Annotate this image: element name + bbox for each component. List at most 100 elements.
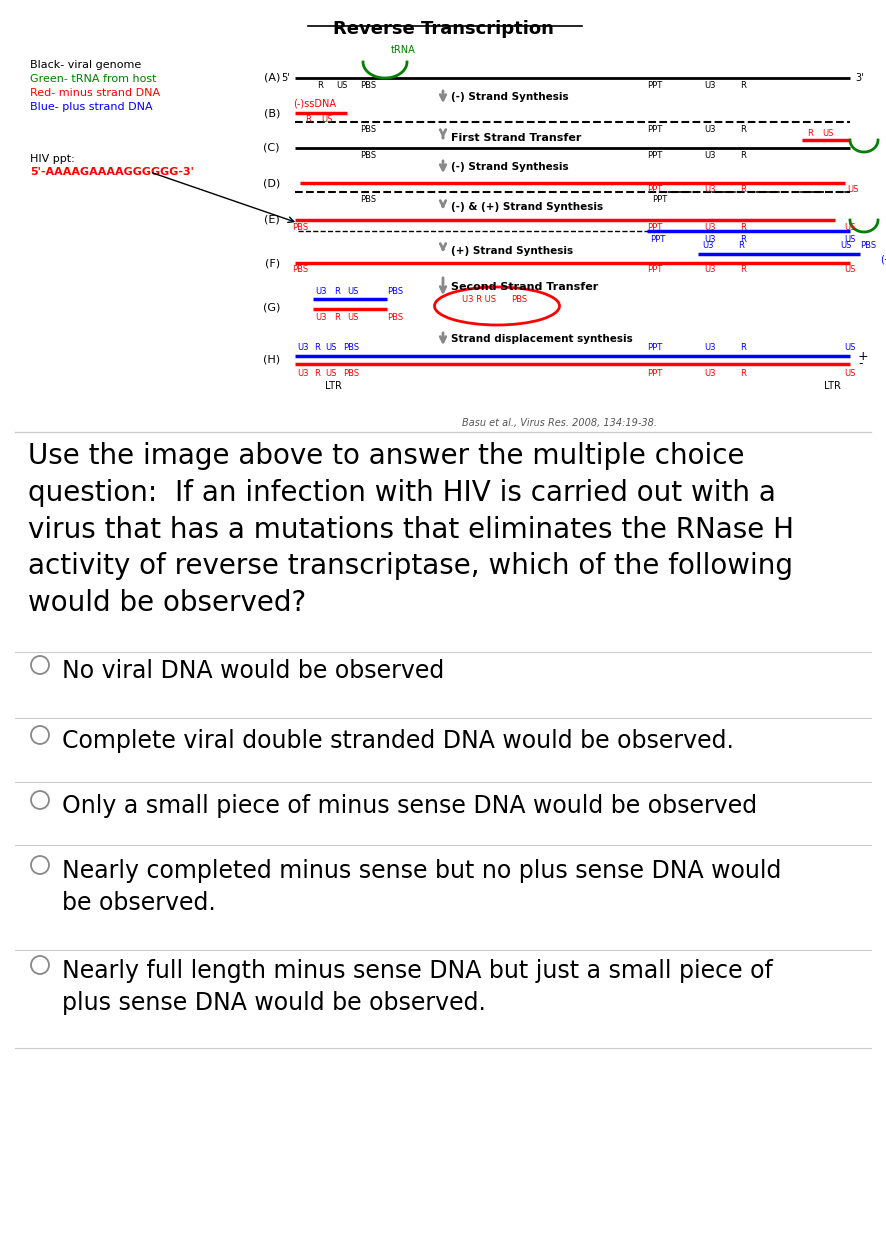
Text: R: R	[740, 124, 746, 134]
Text: Basu et al., Virus Res. 2008, 134:19-38.: Basu et al., Virus Res. 2008, 134:19-38.	[462, 418, 657, 428]
Text: R: R	[334, 313, 340, 323]
Text: PBS: PBS	[387, 313, 403, 323]
Text: US: US	[844, 368, 856, 378]
Text: Second Strand Transfer: Second Strand Transfer	[451, 282, 598, 292]
Text: Only a small piece of minus sense DNA would be observed: Only a small piece of minus sense DNA wo…	[62, 794, 758, 818]
Text: Green- tRNA from host: Green- tRNA from host	[30, 74, 157, 84]
Text: 3': 3'	[855, 73, 864, 83]
Text: (-)ssDNA: (-)ssDNA	[293, 98, 336, 108]
Text: R: R	[740, 80, 746, 89]
Text: R: R	[740, 343, 746, 353]
Text: US: US	[325, 368, 337, 378]
Text: R: R	[740, 150, 746, 159]
Text: (G): (G)	[262, 303, 280, 313]
Text: (-) & (+) Strand Synthesis: (-) & (+) Strand Synthesis	[451, 203, 603, 213]
Text: (+)ssDNA: (+)ssDNA	[880, 254, 886, 264]
Text: US: US	[840, 242, 851, 250]
Text: U3: U3	[704, 223, 716, 232]
Text: PBS: PBS	[360, 80, 376, 89]
Text: R: R	[740, 234, 746, 243]
Text: U3: U3	[704, 234, 716, 243]
Text: No viral DNA would be observed: No viral DNA would be observed	[62, 659, 444, 684]
Text: PPT: PPT	[648, 80, 663, 89]
Text: Nearly full length minus sense DNA but just a small piece of
plus sense DNA woul: Nearly full length minus sense DNA but j…	[62, 959, 773, 1014]
Text: US: US	[347, 313, 359, 323]
Text: Use the image above to answer the multiple choice
question:  If an infection wit: Use the image above to answer the multip…	[28, 442, 794, 617]
Text: US: US	[325, 343, 337, 353]
Text: PPT: PPT	[648, 223, 663, 232]
Text: US: US	[847, 185, 859, 194]
Text: (F): (F)	[265, 258, 280, 268]
Text: PBS: PBS	[343, 368, 359, 378]
Text: US: US	[347, 287, 359, 295]
Text: R: R	[740, 368, 746, 378]
Text: U3: U3	[703, 242, 714, 250]
Text: R: R	[317, 80, 323, 89]
Text: U3: U3	[704, 80, 716, 89]
Text: HIV ppt:: HIV ppt:	[30, 154, 74, 164]
Text: US: US	[844, 343, 856, 353]
Text: PBS: PBS	[292, 265, 308, 274]
Text: R: R	[740, 265, 746, 274]
Text: -: -	[858, 358, 862, 371]
Text: 5'-AAAAGAAAAGGGGGG-3': 5'-AAAAGAAAAGGGGGG-3'	[30, 167, 194, 177]
Text: Reverse Transcription: Reverse Transcription	[332, 20, 554, 38]
Text: PBS: PBS	[511, 294, 527, 303]
Text: (H): (H)	[263, 356, 280, 366]
Text: (D): (D)	[263, 178, 280, 188]
Text: US: US	[337, 80, 347, 89]
Text: (-) Strand Synthesis: (-) Strand Synthesis	[451, 162, 569, 172]
Text: R: R	[314, 368, 320, 378]
Text: U3: U3	[704, 185, 716, 194]
Text: (E): (E)	[264, 215, 280, 225]
Text: R: R	[740, 185, 746, 194]
Text: U3: U3	[315, 313, 327, 323]
Text: Complete viral double stranded DNA would be observed.: Complete viral double stranded DNA would…	[62, 729, 734, 752]
Text: PBS: PBS	[292, 223, 308, 232]
Text: U3: U3	[297, 343, 308, 353]
Text: US: US	[844, 223, 856, 232]
Text: US: US	[844, 234, 856, 243]
Text: 5': 5'	[281, 73, 290, 83]
Text: U3: U3	[704, 368, 716, 378]
Text: U3: U3	[704, 150, 716, 159]
Text: Blue- plus strand DNA: Blue- plus strand DNA	[30, 101, 152, 111]
Text: US: US	[822, 129, 834, 138]
Text: U3: U3	[315, 287, 327, 295]
Text: PBS: PBS	[860, 242, 876, 250]
Text: (C): (C)	[263, 143, 280, 153]
Text: R: R	[738, 242, 744, 250]
Text: PPT: PPT	[648, 343, 663, 353]
Text: PPT: PPT	[648, 368, 663, 378]
Text: U3 R US: U3 R US	[462, 294, 496, 303]
Text: PPT: PPT	[648, 185, 663, 194]
Text: US: US	[322, 115, 332, 124]
Text: PBS: PBS	[360, 150, 376, 159]
Text: R: R	[334, 287, 340, 295]
Text: U3: U3	[704, 265, 716, 274]
Text: R: R	[807, 129, 813, 138]
Text: (+) Strand Synthesis: (+) Strand Synthesis	[451, 245, 573, 255]
Text: Black- viral genome: Black- viral genome	[30, 60, 141, 70]
Text: Red- minus strand DNA: Red- minus strand DNA	[30, 88, 160, 98]
Text: +: +	[858, 349, 868, 363]
Text: PPT: PPT	[648, 265, 663, 274]
Text: R: R	[305, 115, 311, 124]
Text: (A): (A)	[264, 73, 280, 83]
Text: U3: U3	[704, 343, 716, 353]
Text: R: R	[740, 223, 746, 232]
Text: PPT: PPT	[650, 234, 665, 243]
Text: PBS: PBS	[343, 343, 359, 353]
Text: PPT: PPT	[648, 124, 663, 134]
Text: PPT: PPT	[652, 195, 668, 204]
Text: US: US	[844, 265, 856, 274]
Text: PBS: PBS	[360, 195, 376, 204]
Text: Strand displacement synthesis: Strand displacement synthesis	[451, 334, 633, 344]
Text: U3: U3	[297, 368, 308, 378]
Text: (-) Strand Synthesis: (-) Strand Synthesis	[451, 91, 569, 101]
Text: tRNA: tRNA	[391, 45, 416, 55]
Text: PPT: PPT	[648, 150, 663, 159]
Text: (B): (B)	[264, 108, 280, 118]
Text: PBS: PBS	[387, 287, 403, 295]
Text: PBS: PBS	[360, 124, 376, 134]
